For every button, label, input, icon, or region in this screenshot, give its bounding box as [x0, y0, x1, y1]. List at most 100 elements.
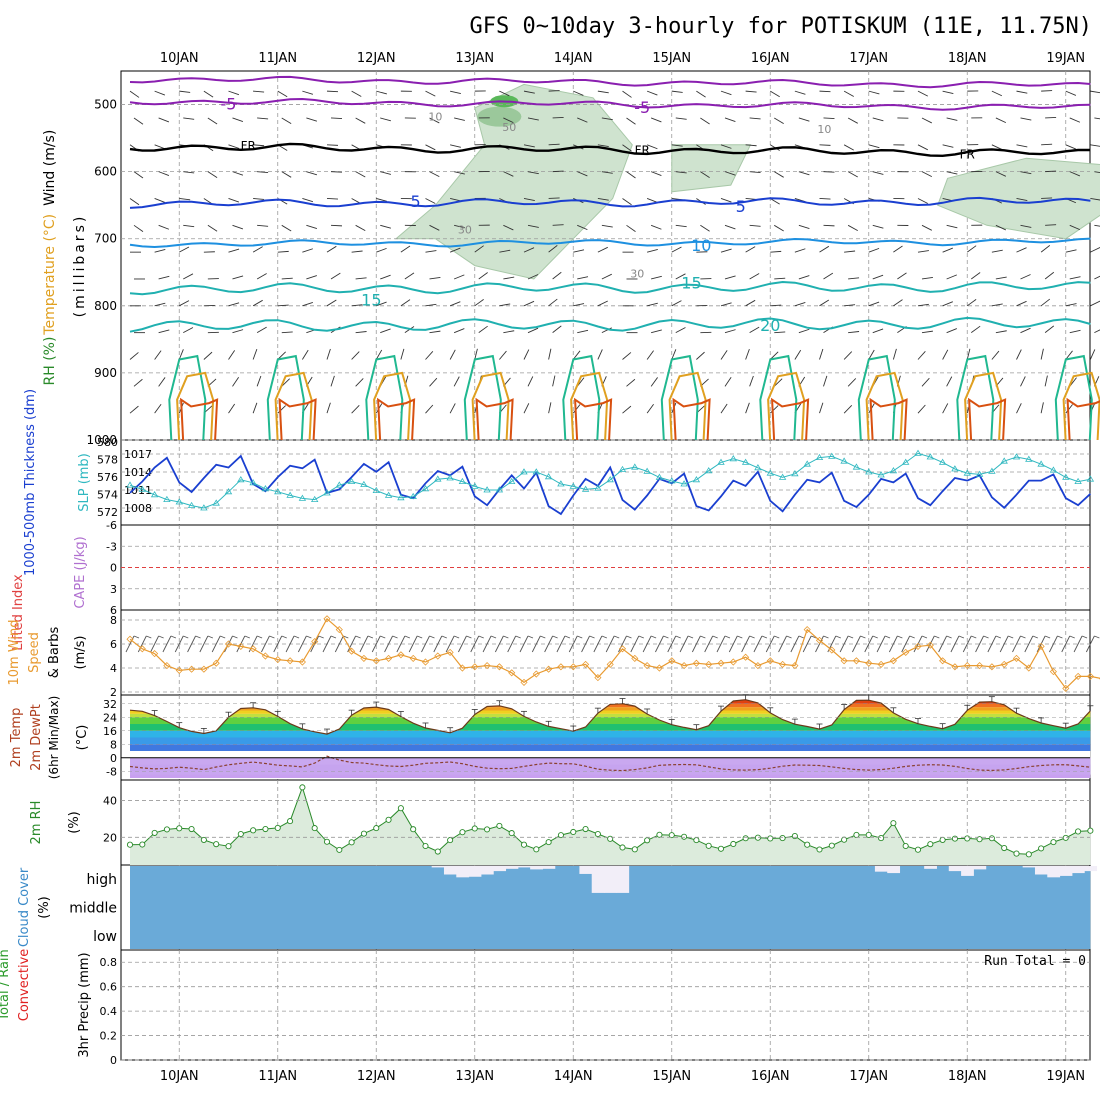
wind-barb — [400, 299, 411, 307]
wind-speed-point — [877, 660, 885, 668]
wind-barb — [454, 171, 465, 175]
wind-speed-point — [1074, 672, 1082, 680]
y-tick-label: 0.6 — [100, 981, 118, 994]
wind-barb — [228, 144, 240, 149]
date-label-top: 13JAN — [455, 51, 494, 66]
rh-point — [730, 840, 737, 848]
wind-barb-flag — [601, 635, 608, 639]
precip-ylabel: 3hr Precip (mm) Total / Rain Convective — [0, 949, 92, 1058]
wind-barb — [400, 348, 405, 360]
wind-barb — [203, 351, 213, 360]
wind-barb — [622, 352, 632, 360]
slp-point — [704, 467, 713, 474]
wind-barb — [630, 635, 640, 653]
wind-barb — [843, 144, 854, 151]
contour-label: 50 — [502, 121, 516, 134]
y-tick-label: 8 — [110, 738, 117, 751]
axis-label-part: & Barbs — [47, 627, 62, 679]
temp-ylabel: 2m Temp 2m DewPt (6hr Min/Max) (°C) — [9, 696, 90, 780]
wind-barb — [474, 348, 478, 360]
wind-barb — [158, 117, 170, 123]
slp-point — [729, 455, 738, 462]
wind-barb — [228, 248, 240, 253]
cloud-layer-label: middle — [69, 901, 117, 917]
rh-point — [570, 828, 577, 836]
wind-barb — [453, 274, 465, 280]
wind-barb — [211, 635, 221, 653]
wind-barb — [819, 144, 831, 146]
wind-barb-flag — [958, 635, 965, 639]
wind-barb — [970, 325, 981, 334]
wind-barb — [966, 298, 977, 307]
wind-barb — [991, 350, 1000, 360]
wind-barb — [577, 276, 589, 280]
temperature-contour — [129, 280, 1091, 296]
wind-speed-point — [261, 652, 269, 660]
wind-barb — [675, 327, 686, 334]
rh-point — [459, 829, 466, 836]
wind-barb — [474, 298, 484, 307]
wind-barb — [326, 245, 337, 253]
wind-barb — [433, 635, 443, 653]
wind-barb — [1041, 197, 1053, 199]
wind-barb — [425, 250, 437, 253]
temperature-band — [130, 717, 1091, 724]
wind-barb — [1044, 325, 1055, 334]
wind-barb — [774, 117, 784, 125]
wind-barb — [232, 329, 244, 334]
temperature-contour — [129, 316, 1091, 333]
date-label-top: 14JAN — [554, 51, 593, 66]
date-label-bottom: 11JAN — [258, 1069, 297, 1084]
wind-barb — [823, 224, 835, 227]
wind-barb — [675, 117, 687, 120]
surface-temperature-contour — [463, 354, 502, 441]
surface-temperature-contour — [365, 354, 404, 441]
wind-speed-point — [606, 660, 614, 668]
wind-barb — [843, 90, 854, 97]
surface-temperature-contour — [767, 371, 806, 441]
panel-frame-precip — [120, 949, 1091, 1061]
rh-point — [274, 824, 281, 831]
rh-point — [705, 842, 712, 849]
temperature-contour — [129, 237, 1091, 249]
slp-point — [914, 449, 922, 456]
wind-barb — [847, 171, 858, 178]
wind-barb-flag — [355, 635, 361, 639]
wind-barb — [724, 117, 736, 122]
y-tick-label-right: 1017 — [124, 448, 152, 461]
wind-barb — [306, 275, 317, 280]
surface-temperature-contour — [857, 354, 896, 441]
wind-barb — [946, 224, 958, 229]
rh-shading — [937, 157, 1100, 240]
wind-barb — [741, 635, 751, 653]
wind-barb — [577, 224, 588, 231]
surface-temperature-contour — [562, 354, 601, 441]
high-cloud-gap — [579, 866, 593, 874]
wind-barb — [552, 170, 564, 173]
wind-barb — [651, 275, 662, 280]
wind-barb — [749, 273, 760, 280]
wind-barb — [326, 348, 331, 360]
wind-ylabel: 10m Wind Speed & Barbs (m/s) — [7, 619, 88, 685]
wind-barbs-10m — [125, 635, 1100, 653]
wind-barb-flag — [515, 635, 521, 639]
high-cloud-gap — [456, 866, 470, 878]
wind-barb — [281, 171, 292, 178]
upper-air-unit-label: (millibars) — [72, 214, 88, 318]
wind-barb — [277, 90, 288, 98]
slp-point — [766, 469, 775, 476]
wind-barb — [942, 144, 954, 148]
wind-barb — [429, 377, 438, 387]
wind-barb-flag — [293, 635, 300, 639]
surface-temperature-contour — [759, 354, 798, 441]
wind-barb — [133, 224, 144, 232]
surface-temperature-contour — [869, 397, 908, 441]
wind-barb — [257, 117, 269, 120]
rh-point — [508, 830, 515, 837]
wind-barb — [129, 405, 139, 414]
high-cloud-gap — [874, 866, 888, 872]
wind-barb — [548, 298, 558, 307]
wind-barb — [1065, 90, 1077, 96]
wind-speed-point — [963, 662, 971, 670]
wind-barb-flag — [835, 635, 841, 639]
